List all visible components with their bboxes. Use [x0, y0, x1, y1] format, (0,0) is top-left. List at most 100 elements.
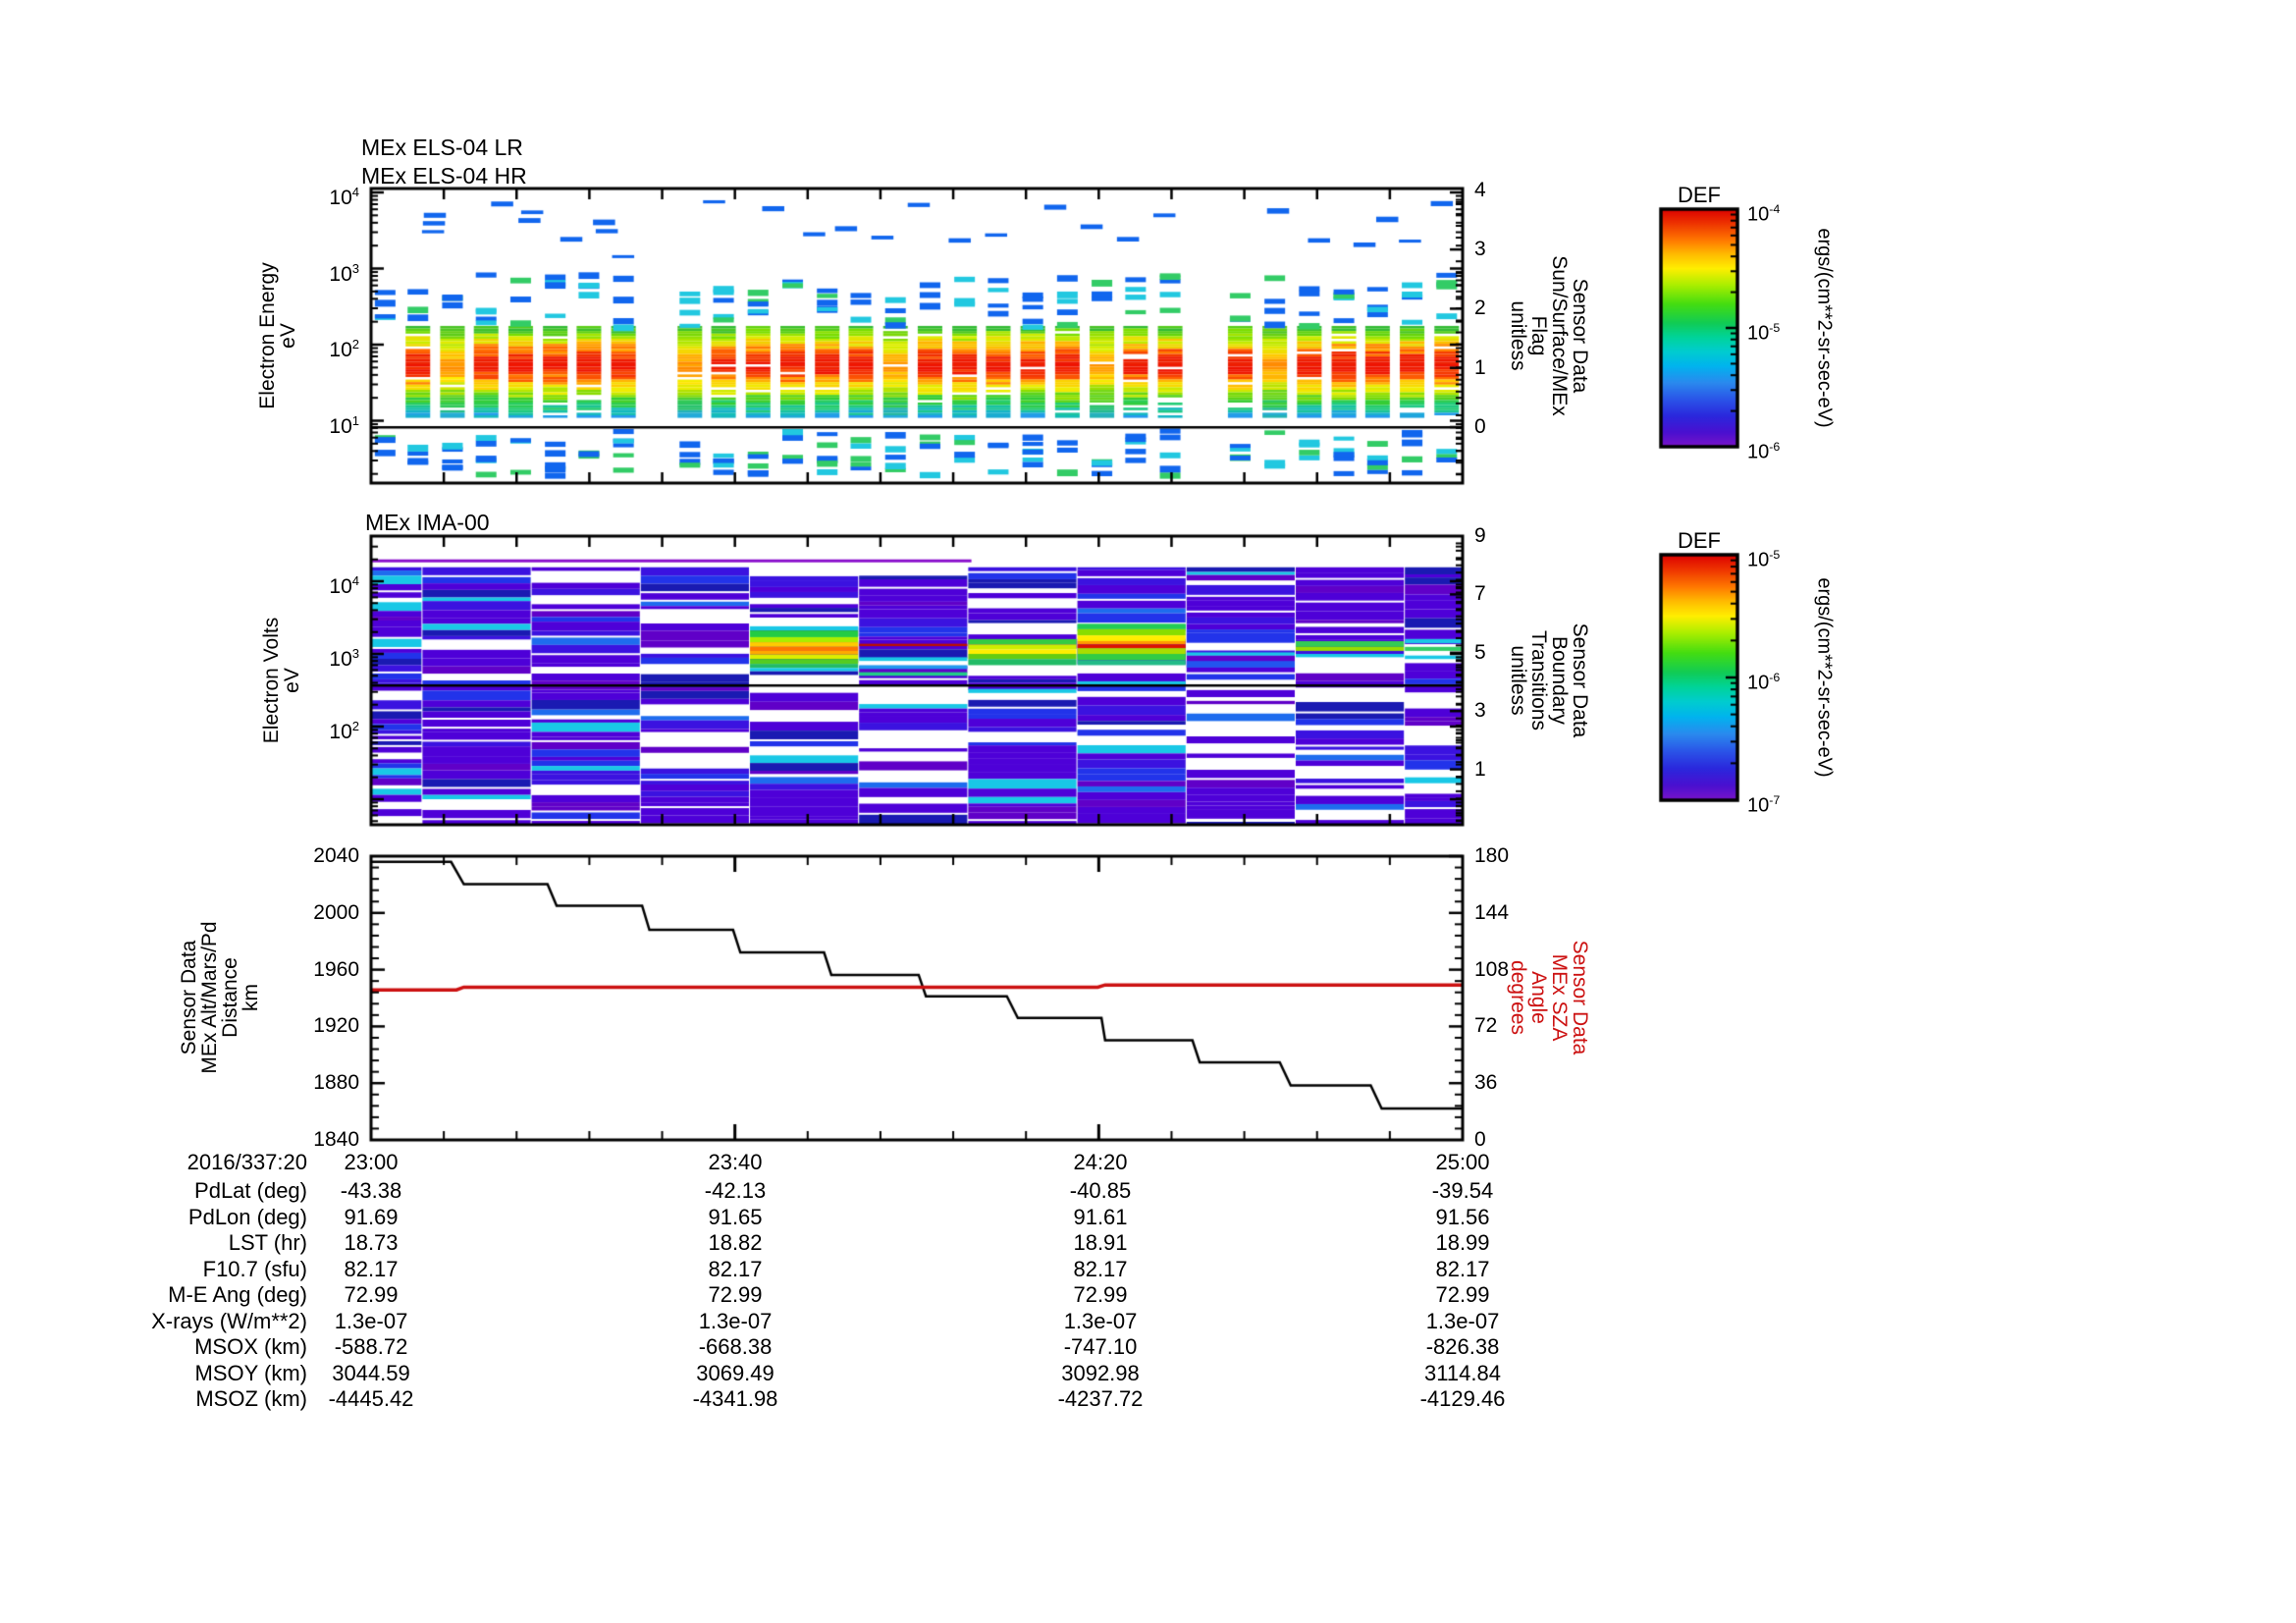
table-cell-value: 91.61 — [1073, 1204, 1128, 1229]
ima-right-tick-label: 9 — [1474, 524, 1486, 547]
table-row-label: LST (hr) — [228, 1230, 307, 1255]
colorbar2-title: DEF — [1678, 528, 1721, 553]
time-tick-label: 25:00 — [1435, 1150, 1490, 1174]
table-cell-value: 1.3e-07 — [698, 1308, 773, 1333]
aux-left-tick-label: 1840 — [313, 1128, 359, 1151]
table-row-label: MSOY (km) — [194, 1360, 307, 1385]
date-label: 2016/337:20 — [187, 1150, 307, 1174]
table-cell-value: 1.3e-07 — [1063, 1308, 1138, 1333]
axis-label-line: Distance — [219, 957, 241, 1038]
aux-right-tick-label: 72 — [1474, 1014, 1498, 1038]
table-cell-value: 3044.59 — [332, 1360, 410, 1385]
aux-right-tick-label: 180 — [1474, 844, 1510, 867]
table-cell-value: -42.13 — [704, 1178, 767, 1203]
els-title-line-lr: MEx ELS-04 LR — [361, 135, 523, 160]
aux-right-tick-label: 144 — [1474, 900, 1510, 924]
table-cell-value: -40.85 — [1069, 1178, 1132, 1203]
axis-label-line: Flag — [1527, 315, 1550, 356]
table-cell-value: 72.99 — [1073, 1282, 1128, 1307]
ima-right-tick-label: 3 — [1474, 699, 1486, 723]
colorbar-tick-label: 10-5 — [1747, 321, 1781, 345]
table-cell-value: 18.91 — [1073, 1230, 1128, 1255]
axis-label-line: MEx Alt/Mars/Pd — [198, 921, 221, 1074]
table-cell-value: 72.99 — [1435, 1282, 1490, 1307]
table-cell-value: 82.17 — [1435, 1256, 1490, 1281]
els-panel-title: MEx ELS-04 LR MEx ELS-04 HR — [361, 134, 527, 190]
colorbar-tick-label: 10-4 — [1747, 202, 1781, 226]
colorbar-tick-label: 10-5 — [1747, 548, 1781, 571]
table-cell-value: 1.3e-07 — [1425, 1308, 1500, 1333]
table-cell-value: 18.82 — [708, 1230, 763, 1255]
els-right-tick-label: 4 — [1474, 178, 1486, 201]
colorbar-tick-label: 10-6 — [1747, 440, 1781, 463]
els-right-tick-label: 0 — [1474, 415, 1486, 438]
els-right-axis-label: Sensor Data Sun/Surface/MEx Flag unitles… — [1507, 255, 1591, 416]
time-tick-label: 23:00 — [344, 1150, 399, 1174]
els-right-tick-label: 3 — [1474, 238, 1486, 261]
aux-left-tick-label: 1880 — [313, 1071, 359, 1095]
els-left-tick-label: 103 — [329, 260, 359, 286]
colorbar-tick-label: 10-7 — [1747, 793, 1781, 817]
table-cell-value: 3092.98 — [1061, 1360, 1140, 1385]
table-cell-value: -4341.98 — [692, 1386, 778, 1411]
table-row-label: PdLat (deg) — [194, 1178, 307, 1203]
table-cell-value: -668.38 — [698, 1334, 773, 1359]
table-cell-value: 72.99 — [708, 1282, 763, 1307]
table-cell-value: 82.17 — [1073, 1256, 1128, 1281]
ima-right-tick-label: 5 — [1474, 640, 1486, 664]
table-cell-value: -43.38 — [340, 1178, 402, 1203]
table-cell-value: -39.54 — [1431, 1178, 1494, 1203]
table-row-label: PdLon (deg) — [187, 1204, 307, 1229]
els-right-tick-label: 2 — [1474, 297, 1486, 320]
axis-label-line: Sun/Surface/MEx — [1548, 255, 1571, 416]
ima-title-line: MEx IMA-00 — [365, 510, 490, 535]
ima-panel-title: MEx IMA-00 — [365, 509, 490, 537]
aux-left-tick-label: 1960 — [313, 957, 359, 981]
ima-left-tick-label: 102 — [329, 719, 359, 743]
aux-left-tick-label: 2000 — [313, 900, 359, 924]
ima-left-tick-label: 104 — [329, 573, 359, 598]
table-cell-value: 1.3e-07 — [334, 1308, 408, 1333]
ima-right-tick-label: 1 — [1474, 757, 1486, 781]
table-cell-value: 3069.49 — [696, 1360, 774, 1385]
els-left-tick-label: 104 — [329, 185, 359, 209]
axis-label-line: km — [240, 984, 262, 1012]
table-cell-value: 3114.84 — [1424, 1360, 1501, 1385]
aux-left-tick-label: 1920 — [313, 1014, 359, 1038]
table-cell-value: -4237.72 — [1057, 1386, 1144, 1411]
table-row-label: MSOZ (km) — [195, 1386, 307, 1411]
aux-left-tick-label: 2040 — [313, 844, 359, 867]
table-cell-value: 82.17 — [708, 1256, 763, 1281]
els-right-tick-label: 1 — [1474, 355, 1486, 379]
table-cell-value: 91.69 — [344, 1204, 399, 1229]
axis-label-line: unitless — [1507, 300, 1529, 371]
aux-right-tick-label: 0 — [1474, 1128, 1486, 1151]
table-cell-value: -747.10 — [1063, 1334, 1138, 1359]
table-row-label: F10.7 (sfu) — [202, 1256, 307, 1281]
aux-left-axis-label: Sensor Data MEx Alt/Mars/Pd Distance km — [178, 921, 262, 1074]
table-cell-value: -588.72 — [334, 1334, 408, 1359]
els-left-tick-label: 101 — [329, 412, 359, 438]
table-cell-value: -826.38 — [1425, 1334, 1500, 1359]
table-cell-value: 82.17 — [344, 1256, 399, 1281]
table-cell-value: -4445.42 — [328, 1386, 414, 1411]
table-row-label: M-E Ang (deg) — [168, 1282, 307, 1307]
table-cell-value: 72.99 — [344, 1282, 399, 1307]
table-cell-value: 91.56 — [1435, 1204, 1490, 1229]
table-row-label: X-rays (W/m**2) — [151, 1308, 307, 1333]
colorbar-tick-label: 10-6 — [1747, 671, 1781, 694]
ima-left-tick-label: 103 — [329, 646, 359, 671]
table-row-label: MSOX (km) — [194, 1334, 307, 1359]
table-cell-value: 91.65 — [708, 1204, 763, 1229]
axis-label-line: Sensor Data — [178, 940, 200, 1055]
table-cell-value: 18.99 — [1435, 1230, 1490, 1255]
els-title-line-hr: MEx ELS-04 HR — [361, 163, 527, 189]
ima-right-tick-label: 7 — [1474, 582, 1486, 606]
aux-right-tick-label: 36 — [1474, 1071, 1498, 1095]
els-left-tick-label: 102 — [329, 337, 359, 361]
colorbar1-title: DEF — [1678, 183, 1721, 207]
time-tick-label: 24:20 — [1073, 1150, 1128, 1174]
table-cell-value: -4129.46 — [1419, 1386, 1506, 1411]
